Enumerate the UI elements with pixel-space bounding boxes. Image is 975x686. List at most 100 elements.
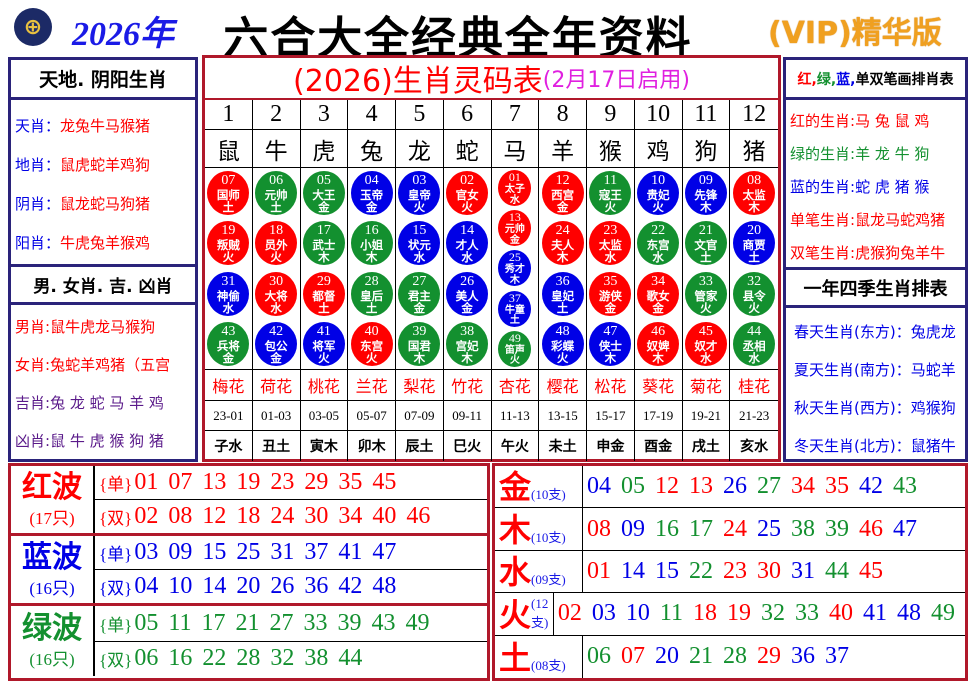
- wave-number: 06: [134, 645, 159, 672]
- item-label: 地肖：: [15, 156, 61, 174]
- item-label: 男肖:: [15, 317, 51, 336]
- ball-title: 笛声: [504, 344, 525, 356]
- ball-number: 32: [747, 273, 762, 289]
- number-ball: 02 官女火: [446, 171, 489, 216]
- element-number: 07: [621, 643, 645, 670]
- wave-count: (17只): [29, 508, 75, 528]
- item-label: 单笔生肖:: [790, 211, 856, 229]
- element-count: (10支): [531, 529, 566, 545]
- time-range: 01-03: [252, 401, 300, 431]
- ball-number: 27: [412, 273, 427, 289]
- element-numbers: 04 05 12 13 26 27 34 35 42 43: [583, 466, 965, 507]
- element-numbers: 08 09 16 17 24 25 38 39 46 47: [583, 508, 965, 549]
- element-count: (08支): [531, 657, 566, 673]
- flower-name: 葵花: [634, 370, 682, 401]
- ball-number: 11: [603, 173, 618, 189]
- number-ball: 09 先锋木: [684, 171, 727, 216]
- parity-tag: {双}: [99, 579, 133, 598]
- ball-title: 皇后: [360, 288, 384, 303]
- ball-element: 木: [318, 250, 330, 265]
- element-number: 29: [757, 643, 781, 670]
- zodiac-name: 虎: [300, 130, 348, 168]
- zodiac-table-title: (2026)生肖灵码表 (2月17日启用): [205, 58, 778, 100]
- element-number: 08: [587, 515, 611, 542]
- item-label: 秋天生肖(西方): [794, 398, 896, 417]
- list-item: 秋天生肖(西方) ：鸡猴狗: [786, 388, 965, 426]
- item-label: 阴肖：: [15, 195, 61, 213]
- ball-number: 40: [364, 323, 379, 339]
- ball-element: 金: [318, 200, 330, 215]
- item-label: 夏天生肖(南方): [794, 360, 896, 379]
- ball-number: 15: [412, 223, 427, 239]
- element-numbers: 01 14 15 22 23 30 31 44 45: [583, 551, 965, 592]
- ball-title: 太监: [742, 188, 766, 203]
- ball-element: 火: [700, 300, 712, 315]
- time-range: 15-17: [587, 401, 634, 431]
- ball-title: 秀才: [504, 264, 525, 276]
- wave-number: 18: [236, 503, 261, 529]
- number-ball: 11 寇王火: [589, 171, 632, 216]
- ball-title: 侠士: [598, 338, 622, 353]
- element-number: 21: [689, 643, 713, 670]
- flower-name: 菊花: [682, 370, 730, 401]
- flower-name: 松花: [587, 370, 634, 401]
- element-count: (10支): [531, 487, 566, 503]
- item-label: 阳肖：: [15, 234, 61, 252]
- flower-name: 竹花: [443, 370, 491, 401]
- list-item: 男肖: 鼠牛虎龙马猴狗: [11, 307, 195, 345]
- zodiac-column: 11 狗 09 先锋木 21 文官土 33 管家火 45 奴才水菊花 19-21 戌土: [682, 100, 731, 461]
- ball-element: 火: [365, 350, 378, 365]
- ball-element: 木: [748, 200, 760, 215]
- ball-title: 将军: [312, 338, 336, 353]
- number-ball: 20 商贾土: [733, 221, 776, 266]
- earthly-branch: 酉金: [644, 439, 673, 455]
- tiandi-title: 天地. 阴阳生肖: [11, 60, 195, 100]
- zodiac-table: (2026)生肖灵码表 (2月17日启用) 1 鼠 07 国师土 19 叛贼火 31 神偷水 4…: [202, 55, 781, 462]
- wave-number: 31: [270, 539, 295, 565]
- ball-element: 土: [700, 250, 712, 265]
- ball-element: 土: [365, 300, 378, 315]
- ball-title: 美人: [455, 288, 479, 303]
- list-item: 天肖： 龙兔牛马猴猪: [11, 106, 195, 145]
- zodiac-name: 马: [491, 130, 539, 168]
- vip-label: (VIP)精华版: [768, 16, 942, 51]
- wave-number: 09: [168, 539, 193, 565]
- ball-title: 玉帝: [360, 188, 384, 203]
- earthly-branch: 戌土: [691, 439, 720, 455]
- number-ball: 34 歌女金: [637, 271, 680, 316]
- ball-number: 12: [555, 173, 570, 189]
- ball-number: 10: [651, 173, 666, 189]
- item-value: 牛虎兔羊猴鸡: [60, 234, 151, 252]
- wave-table: 红波 (17只) {单} 01 07 13 19 23 29 35 45 {双} 02 08 12 18 24 3…: [8, 463, 490, 681]
- item-value: ：鼠猪牛: [895, 436, 956, 455]
- ball-element: 水: [652, 250, 664, 265]
- time-range: 21-23: [730, 401, 778, 431]
- title-part: 绿,: [816, 71, 837, 88]
- ball-number: 47: [603, 323, 618, 339]
- wave-number: 42: [338, 573, 363, 599]
- element-number: 41: [863, 600, 887, 627]
- wave-name: 红波: [22, 469, 82, 505]
- zodiac-name: 鼠: [205, 130, 252, 168]
- column-number: 7: [491, 100, 539, 130]
- ball-list: 06 元帅土 18 员外火 30 大将水 42 包公金: [252, 168, 300, 370]
- earthly-branch: 亥水: [740, 439, 769, 455]
- zodiac-column: 7 马 01 太子水 13 元帅金 25 秀才木 37 牛童土 49 笛声火杏花 11-13 午火: [491, 100, 540, 461]
- ball-list: 07 国师土 19 叛贼火 31 神偷水 43 兵将金: [205, 168, 252, 370]
- zodiac-column: 12 猪 08 太监木 20 商贾土 32 县令火 44 丞相水桂花 21-23 亥水: [730, 100, 778, 461]
- ball-title: 奴婢: [646, 338, 670, 353]
- element-number: 42: [859, 473, 883, 500]
- ball-number: 29: [316, 273, 331, 289]
- zodiac-column: 3 虎 05 大王金 17 武士木 29 都督土 41 将军火桃花 03-05 寅木: [300, 100, 349, 461]
- item-value: ：马蛇羊: [895, 360, 956, 379]
- ball-element: 水: [748, 350, 760, 365]
- wave-number: 27: [269, 609, 294, 636]
- element-number: 35: [825, 473, 849, 500]
- item-label: 凶肖:: [15, 431, 51, 450]
- item-label: 冬天生肖(北方): [794, 436, 896, 455]
- ball-title: 奴才: [694, 338, 718, 353]
- ball-element: 火: [652, 200, 664, 215]
- ball-number: 36: [555, 273, 570, 289]
- flower-name: 桃花: [300, 370, 348, 401]
- season-title: 一年四季生肖排表: [786, 270, 965, 308]
